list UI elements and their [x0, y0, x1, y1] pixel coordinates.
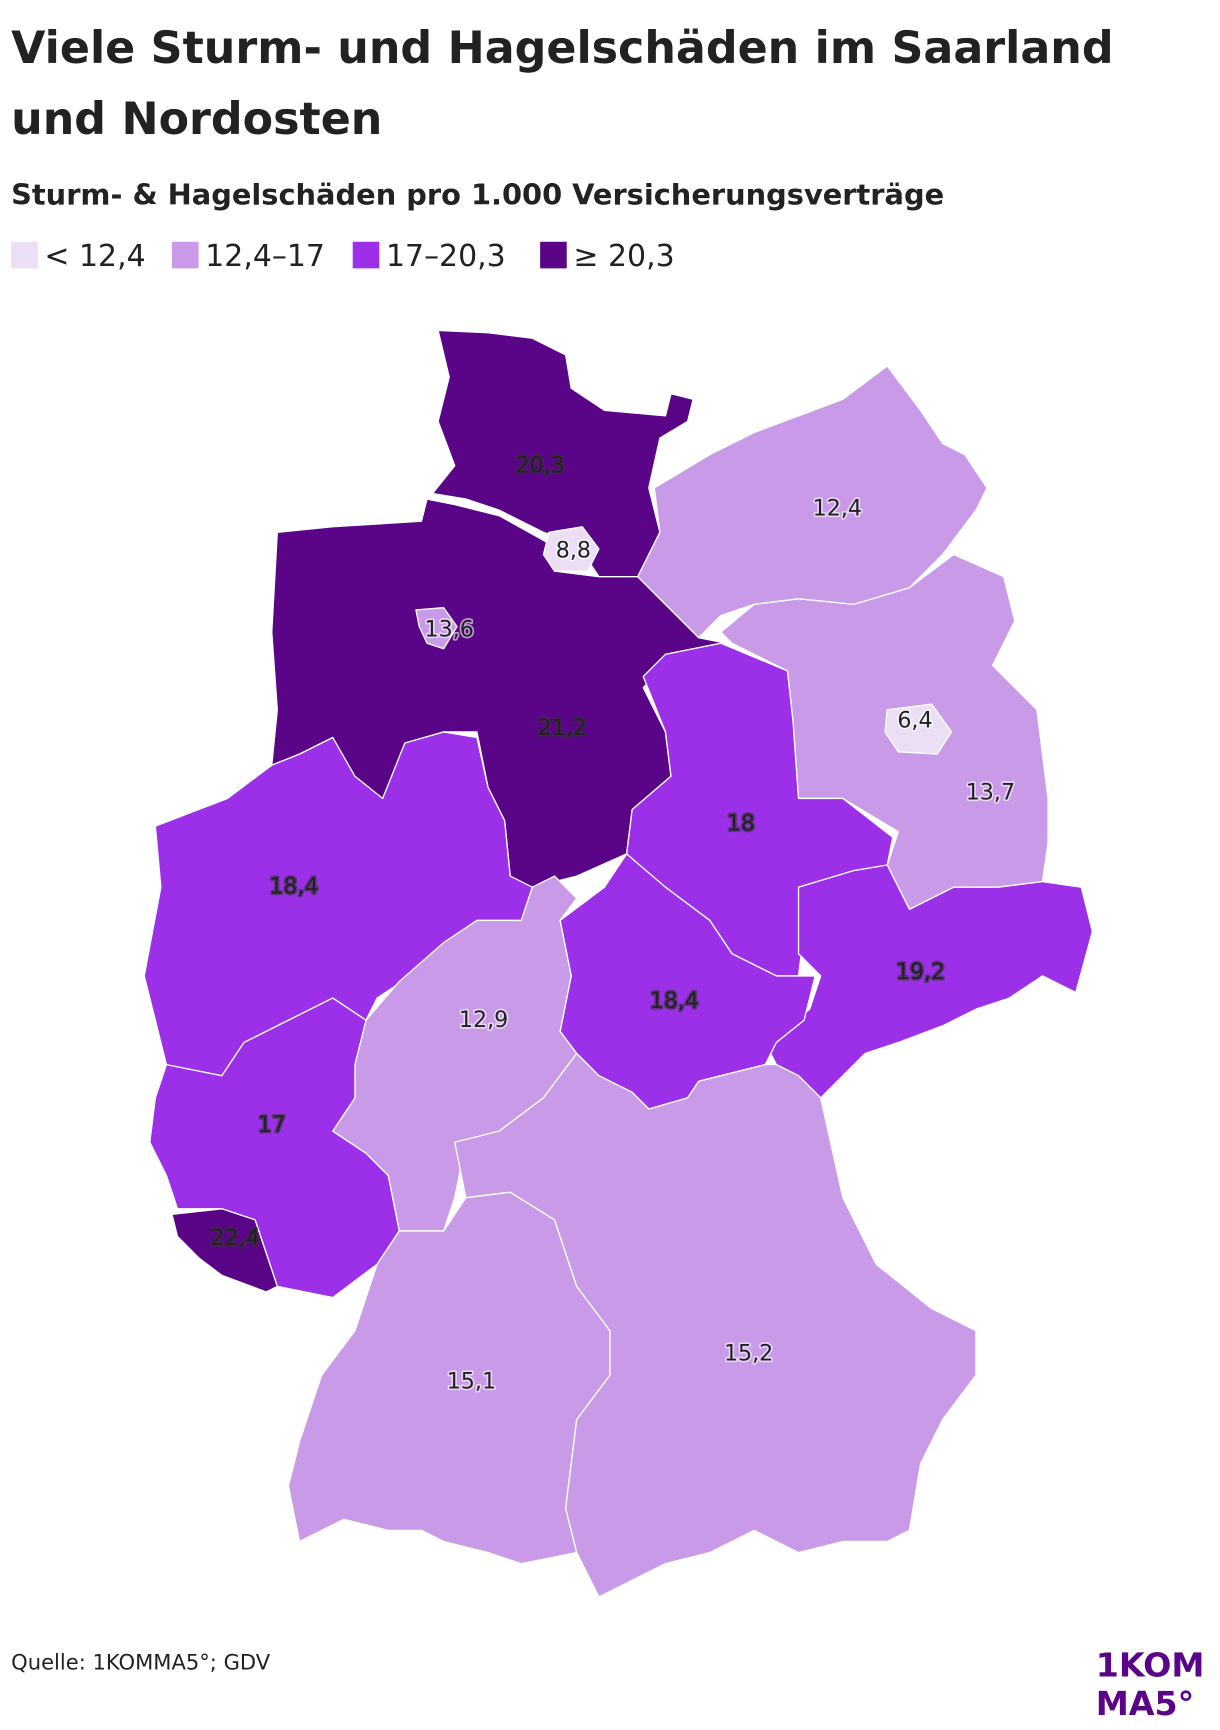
region-label: 12,9	[459, 1007, 508, 1033]
region	[171, 1208, 278, 1293]
region-label: 12,4	[813, 496, 862, 522]
region-label: 20,3	[515, 452, 564, 478]
region	[431, 329, 694, 578]
legend-label: ≥ 20,3	[573, 239, 674, 274]
source: Quelle: 1KOMMA5°; GDV	[11, 1649, 271, 1674]
legend-swatch	[171, 241, 199, 269]
logo: 1KOM	[1096, 1645, 1205, 1684]
logo: MA5°	[1096, 1684, 1195, 1723]
region	[637, 365, 988, 639]
region-label: 18	[727, 810, 755, 836]
region	[884, 703, 953, 755]
region-label: 18,4	[269, 874, 318, 900]
region-label: 8,8	[556, 538, 591, 564]
region-labels: 20,3 21,2 12,4 13,7 18 19,2 18,4 18,4 12,9 17 22,4…	[209, 451, 1017, 1396]
legend: < 12,4 12,4–17 17–20,3 ≥ 20,3	[11, 239, 675, 274]
region	[542, 526, 600, 572]
legend-swatch	[11, 241, 38, 269]
region-label: 15,1	[447, 1368, 496, 1394]
region-label: 22,4	[210, 1225, 259, 1251]
title-line: und Nordosten	[11, 94, 382, 145]
legend-swatch	[540, 241, 567, 269]
region	[415, 607, 458, 650]
subtitle: Sturm- & Hagelschäden pro 1.000 Versiche…	[11, 177, 944, 211]
legend-label: 12,4–17	[205, 239, 325, 274]
region-label: 13,6	[425, 616, 474, 642]
regions	[143, 329, 1094, 1598]
region-label: 6,4	[897, 707, 932, 733]
region	[454, 1052, 977, 1598]
region-label: 19,2	[896, 959, 945, 985]
region-label: 21,2	[538, 715, 587, 741]
region-label: 13,7	[966, 779, 1015, 805]
legend-swatch	[352, 241, 380, 269]
region-label: 15,2	[724, 1341, 773, 1367]
title-line: Viele Sturm- und Hagelschäden im Saarlan…	[11, 23, 1113, 74]
legend-label: < 12,4	[44, 239, 145, 274]
region-label: 17	[258, 1112, 286, 1138]
legend-label: 17–20,3	[386, 239, 506, 274]
region-label: 18,4	[650, 988, 699, 1014]
